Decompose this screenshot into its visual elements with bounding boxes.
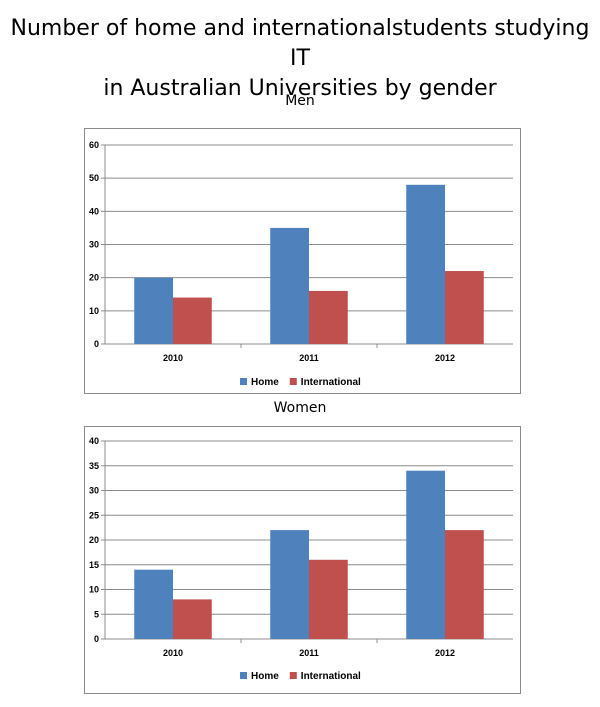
men-y-tick-label: 30: [89, 240, 99, 250]
women-y-tick-label: 15: [89, 560, 99, 570]
men-y-tick-label: 20: [89, 273, 99, 283]
men-chart: 0 10 20 30 40 50 60 2010 2011 2012 Home Internation…: [84, 128, 521, 394]
women-y-tick-label: 35: [89, 461, 99, 471]
women-bar-home-2011: [270, 530, 309, 639]
men-legend-swatch-international: [289, 378, 297, 385]
women-legend-swatch-international: [289, 672, 297, 679]
women-chart-svg: 0 5 10 15 20 25 30 35 40 2010 2011 2012 Home Internat…: [89, 436, 513, 682]
men-x-tick-label: 2010: [163, 353, 183, 363]
women-bar-international-2011: [309, 559, 348, 639]
women-y-tick-label: 40: [89, 436, 99, 446]
women-y-tick-label: 0: [94, 634, 99, 644]
men-legend-label-home: Home: [251, 377, 279, 388]
men-y-tick-label: 40: [89, 206, 99, 216]
women-legend-label-international: International: [301, 671, 361, 682]
men-y-tick-label: 50: [89, 173, 99, 183]
men-legend-swatch-home: [240, 378, 247, 385]
men-bar-home-2011: [270, 227, 309, 344]
women-y-tick-label: 10: [89, 585, 99, 595]
women-y-tick-label: 5: [94, 609, 99, 619]
women-y-tick-label: 25: [89, 510, 99, 520]
men-y-tick-label: 0: [94, 339, 99, 349]
women-x-tick-label: 2012: [435, 648, 455, 658]
men-bar-international-2010: [173, 297, 212, 344]
page-title: Number of home and internationalstudents…: [0, 14, 600, 104]
men-y-tick-label: 10: [89, 306, 99, 316]
women-x-tick-label: 2010: [163, 648, 183, 658]
women-bar-home-2010: [134, 569, 173, 639]
women-bar-international-2010: [173, 599, 212, 639]
women-y-tick-label: 30: [89, 486, 99, 496]
women-y-tick-label: 20: [89, 535, 99, 545]
men-bar-home-2012: [406, 184, 445, 344]
men-x-tick-label: 2011: [299, 353, 319, 363]
men-chart-title: Men: [285, 93, 315, 109]
title-line-2: in Australian Universities by gender: [103, 76, 497, 101]
men-x-tick-label: 2012: [435, 353, 455, 363]
men-y-tick-label: 60: [89, 140, 99, 150]
title-line-1: Number of home and internationalstudents…: [10, 16, 590, 71]
women-legend-label-home: Home: [251, 671, 279, 682]
women-chart: 0 5 10 15 20 25 30 35 40 2010 2011 2012 Home Internat…: [84, 426, 521, 694]
women-chart-title: Women: [273, 400, 327, 416]
men-chart-svg: 0 10 20 30 40 50 60 2010 2011 2012 Home Internation…: [89, 140, 513, 388]
men-bar-home-2010: [134, 277, 173, 344]
women-x-tick-label: 2011: [299, 648, 319, 658]
women-bar-international-2012: [445, 530, 484, 639]
men-legend-label-international: International: [301, 377, 361, 388]
men-bar-international-2011: [309, 290, 348, 344]
men-bar-international-2012: [445, 271, 484, 344]
women-legend-swatch-home: [240, 672, 247, 679]
women-bar-home-2012: [406, 470, 445, 639]
